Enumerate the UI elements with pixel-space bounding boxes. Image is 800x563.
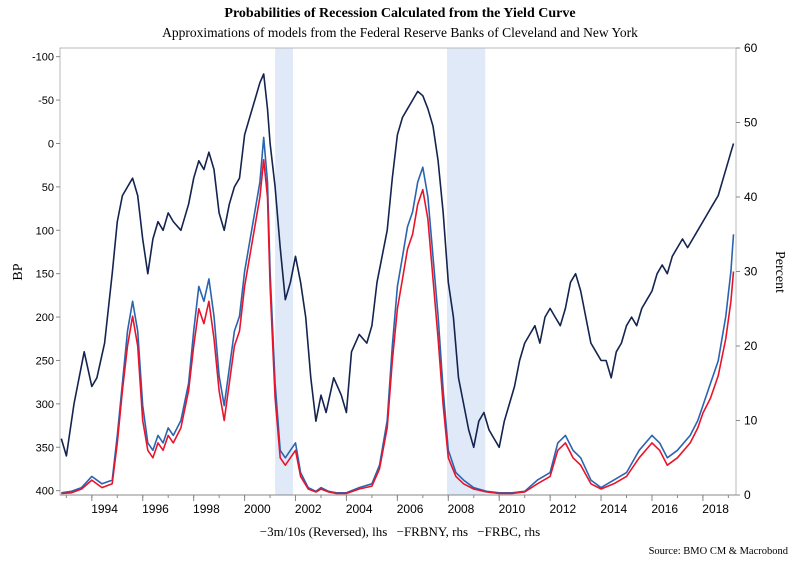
- x-tick-label-1998: 1998: [193, 502, 220, 516]
- legend-item-frbc: −FRBC, rhs: [477, 524, 541, 539]
- y-left-tick-label-300: 300: [36, 399, 54, 411]
- plot-frame: [59, 47, 737, 496]
- legend-item-spread: −3m/10s (Reversed), lhs: [259, 524, 388, 539]
- legend-item-frbny: −FRBNY, rhs: [396, 524, 468, 539]
- x-tick-label-2006: 2006: [397, 502, 424, 516]
- x-tick-label-2018: 2018: [702, 502, 729, 516]
- recession-bands: [275, 48, 486, 495]
- y-left-tick-label-100: 100: [36, 225, 54, 237]
- y-left-tick-label-150: 150: [36, 269, 54, 281]
- x-tick-label-1996: 1996: [142, 502, 169, 516]
- recession-band-1: [447, 48, 486, 495]
- chart-subtitle: Approximations of models from the Federa…: [162, 25, 638, 40]
- right-axis-label: Percent: [772, 251, 787, 293]
- legend: −3m/10s (Reversed), lhs −FRBNY, rhs −FRB…: [0, 524, 800, 540]
- y-right-tick-label-0: 0: [744, 488, 751, 502]
- y-left-tick-label-250: 250: [36, 355, 54, 367]
- y-right-tick-label-30: 30: [744, 265, 758, 279]
- x-tick-label-2008: 2008: [448, 502, 475, 516]
- x-tick-label-2002: 2002: [295, 502, 322, 516]
- recession-band-0: [275, 48, 293, 495]
- y-left-tick-label--50: -50: [38, 95, 54, 107]
- y-left-tick-label-200: 200: [36, 312, 54, 324]
- y-left-tick-label-0: 0: [48, 138, 54, 150]
- left-y-axis: -100 -50 0 50 100 150 200 250 300 350 400: [32, 52, 60, 498]
- series-layer: [60, 73, 735, 495]
- y-left-tick-label--100: -100: [32, 52, 54, 64]
- y-left-tick-label-350: 350: [36, 442, 54, 454]
- y-right-tick-label-20: 20: [744, 339, 758, 353]
- series-line-0: [60, 73, 735, 457]
- x-axis: 1994 1996 1998 2000 2002 2004 2006 2008 2010 2012…: [60, 494, 736, 516]
- x-tick-label-2000: 2000: [244, 502, 271, 516]
- x-tick-label-2016: 2016: [651, 502, 678, 516]
- y-left-tick-label-50: 50: [42, 182, 54, 194]
- y-left-tick-label-400: 400: [36, 486, 54, 498]
- x-tick-label-2012: 2012: [550, 502, 577, 516]
- y-right-tick-label-40: 40: [744, 190, 758, 204]
- left-axis-label: BP: [11, 263, 26, 280]
- source-note: Source: BMO CM & Macrobond: [648, 546, 788, 557]
- legend-label-frbny: FRBNY, rhs: [403, 524, 468, 539]
- chart-title: Probabilities of Recession Calculated fr…: [224, 6, 576, 21]
- y-right-tick-label-50: 50: [744, 116, 758, 130]
- y-right-tick-label-10: 10: [744, 414, 758, 428]
- right-y-axis: 0 10 20 30 40 50 60: [736, 41, 758, 502]
- x-tick-label-2014: 2014: [600, 502, 627, 516]
- x-tick-label-2004: 2004: [346, 502, 373, 516]
- legend-label-spread: 3m/10s (Reversed), lhs: [267, 524, 388, 539]
- y-right-tick-label-60: 60: [744, 41, 758, 55]
- x-tick-label-2010: 2010: [499, 502, 526, 516]
- x-tick-label-1994: 1994: [91, 502, 118, 516]
- legend-label-frbc: FRBC, rhs: [484, 524, 541, 539]
- series-line-2: [61, 159, 735, 495]
